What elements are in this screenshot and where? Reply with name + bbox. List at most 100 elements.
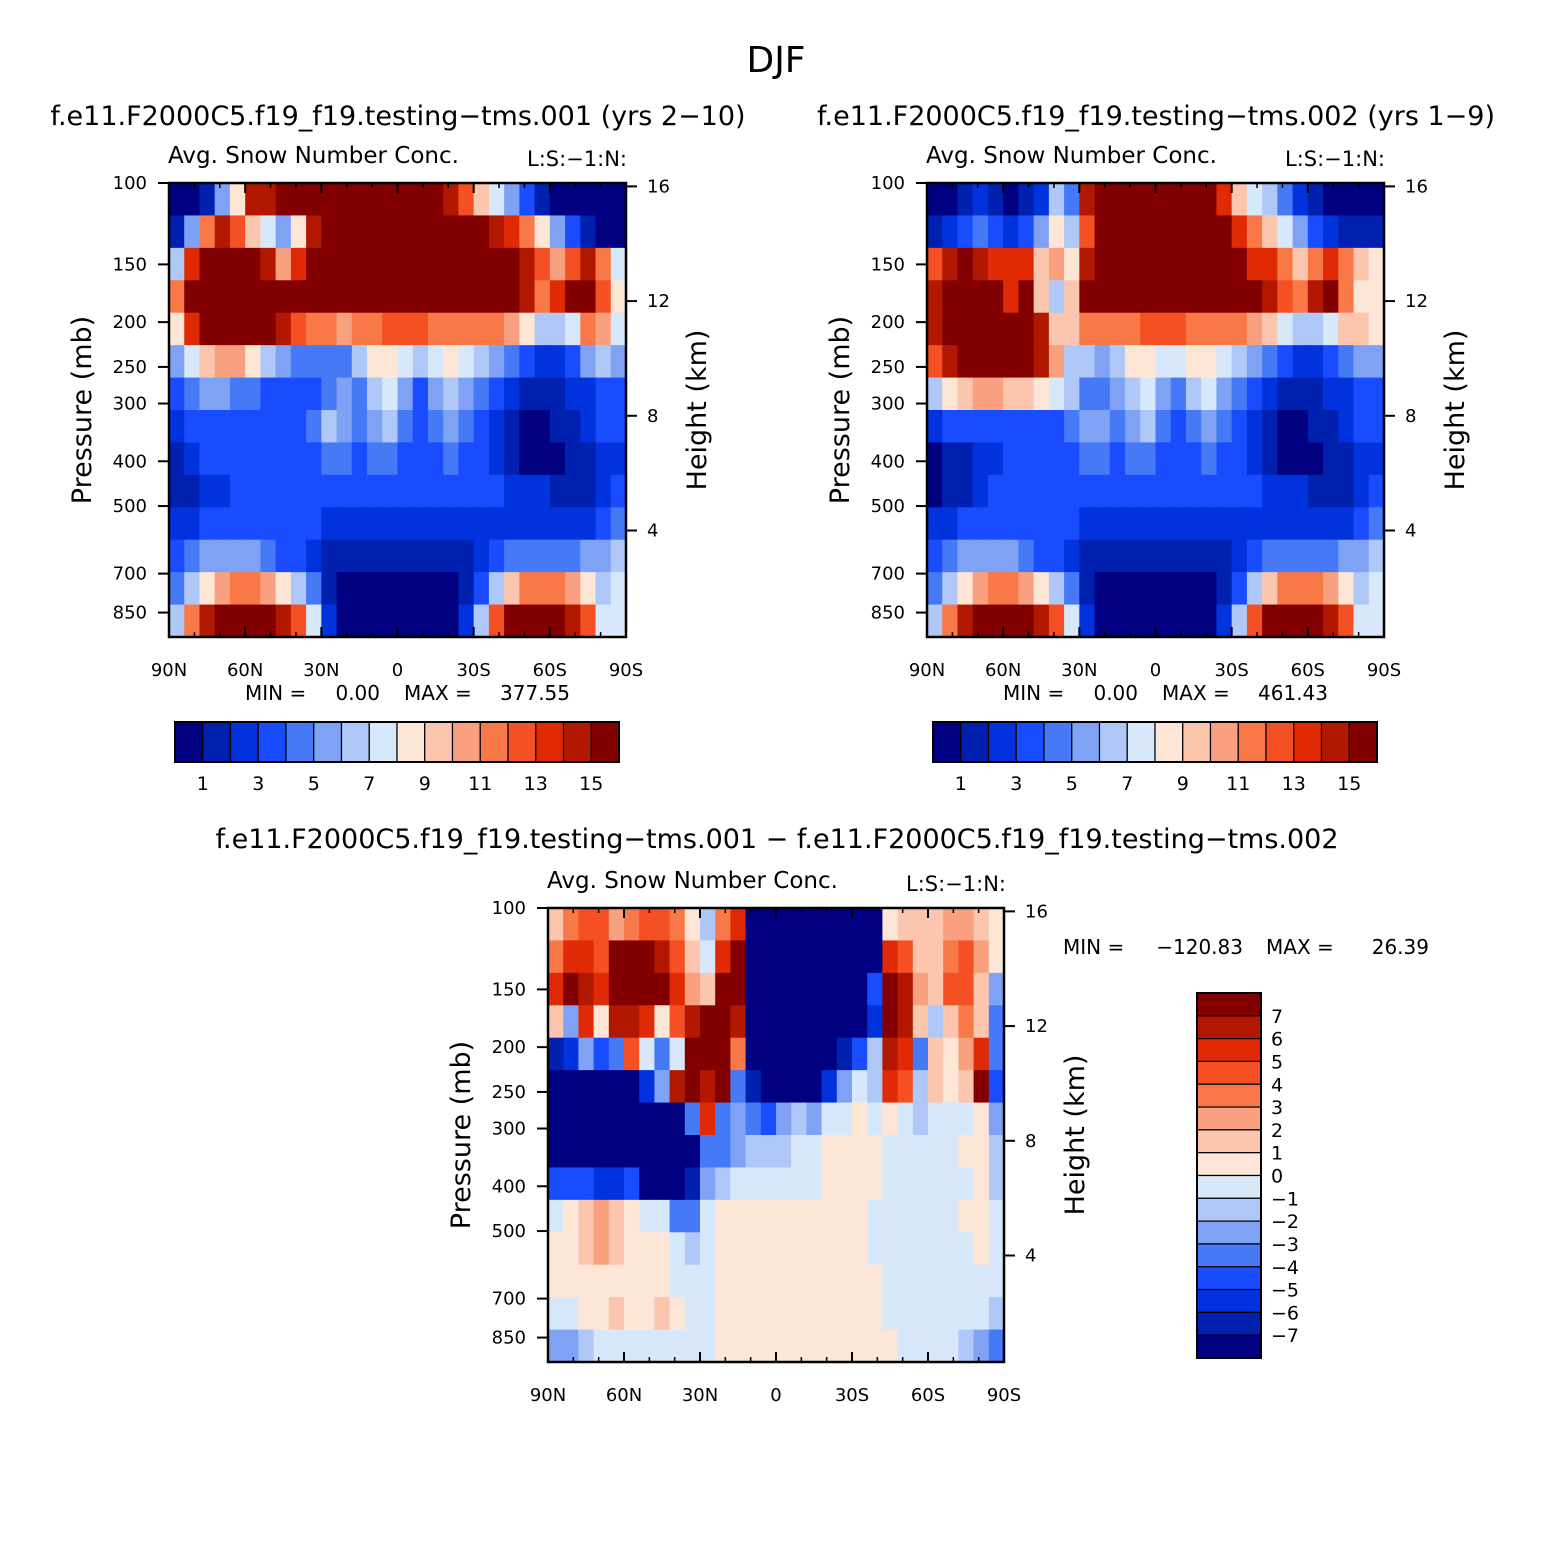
heatmap-cell bbox=[654, 1167, 671, 1201]
x-tick-label: 30N bbox=[1061, 660, 1097, 681]
heatmap-cell bbox=[382, 280, 399, 314]
heatmap-cell bbox=[669, 1297, 686, 1331]
heatmap-cell bbox=[806, 972, 823, 1006]
heatmap-cell bbox=[1216, 410, 1233, 444]
heatmap-cell bbox=[578, 1037, 595, 1071]
heatmap-cell bbox=[1140, 247, 1157, 281]
heatmap-cell bbox=[942, 507, 959, 541]
heatmap-cell bbox=[351, 247, 368, 281]
heatmap-cell bbox=[927, 474, 943, 508]
heatmap-cell bbox=[504, 604, 520, 638]
heatmap-cell bbox=[987, 280, 1004, 314]
heatmap-cell bbox=[504, 572, 520, 606]
heatmap-cell bbox=[1064, 507, 1080, 541]
heatmap-cell bbox=[973, 972, 990, 1006]
heatmap-cell bbox=[928, 1199, 944, 1233]
heatmap-cell bbox=[1125, 604, 1141, 638]
heatmap-cell bbox=[957, 442, 974, 476]
heatmap-cell bbox=[443, 604, 460, 638]
heatmap-cell bbox=[1109, 183, 1126, 217]
heatmap-cell bbox=[412, 377, 429, 411]
heatmap-cell bbox=[700, 908, 716, 942]
heatmap-cell bbox=[943, 908, 959, 942]
heatmap-cell bbox=[867, 1037, 883, 1071]
heatmap-cell bbox=[700, 940, 716, 974]
heatmap-cell bbox=[639, 1037, 655, 1071]
heatmap-cell bbox=[260, 572, 277, 606]
heatmap-cell bbox=[306, 247, 322, 281]
heatmap-cell bbox=[321, 507, 338, 541]
heatmap-cell bbox=[1185, 183, 1202, 217]
heatmap-cell bbox=[882, 972, 899, 1006]
heatmap-cell bbox=[654, 1264, 671, 1298]
heatmap-cell bbox=[199, 539, 216, 573]
heatmap-cell bbox=[1048, 345, 1065, 379]
heatmap-cell bbox=[669, 1167, 686, 1201]
heatmap-cell bbox=[791, 1329, 807, 1363]
heatmap-cell bbox=[654, 1329, 671, 1363]
panel3-case-title: f.e11.F2000C5.f19_f19.testing−tms.001 − … bbox=[215, 824, 1338, 855]
heatmap-cell bbox=[275, 572, 292, 606]
colorbar-swatch bbox=[1043, 721, 1073, 763]
heatmap-cell bbox=[852, 1297, 868, 1331]
colorbar-swatch bbox=[1196, 1197, 1262, 1222]
heatmap-cell bbox=[943, 1167, 959, 1201]
heatmap-cell bbox=[563, 908, 579, 942]
heatmap-cell bbox=[351, 410, 368, 444]
heatmap-cell bbox=[245, 377, 261, 411]
heatmap-cell bbox=[1185, 345, 1202, 379]
heatmap-cell bbox=[760, 1037, 777, 1071]
heatmap-cell bbox=[443, 215, 460, 249]
heatmap-cell bbox=[1109, 280, 1126, 314]
heatmap-cell bbox=[1277, 280, 1294, 314]
heatmap-cell bbox=[1231, 345, 1248, 379]
panel1-colorbar: 1 3 5 7 9 11 13 15 bbox=[174, 721, 620, 795]
colorbar-label: −2 bbox=[1271, 1211, 1299, 1233]
heatmap-cell bbox=[806, 1264, 823, 1298]
heatmap-cell bbox=[1277, 474, 1294, 508]
colorbar-label: 3 bbox=[1010, 773, 1022, 795]
colorbar-swatch bbox=[1071, 721, 1101, 763]
heatmap-cell bbox=[1323, 539, 1339, 573]
heatmap-cell bbox=[669, 972, 686, 1006]
heatmap-cell bbox=[836, 972, 853, 1006]
heatmap-cell bbox=[943, 972, 959, 1006]
heatmap-cell bbox=[927, 410, 943, 444]
heatmap-cell bbox=[260, 280, 277, 314]
heatmap-cell bbox=[957, 183, 974, 217]
heatmap-cell bbox=[1094, 183, 1111, 217]
heatmap-cell bbox=[580, 604, 597, 638]
heatmap-cell bbox=[1307, 183, 1324, 217]
heatmap-cell bbox=[595, 377, 612, 411]
heatmap-cell bbox=[821, 1135, 838, 1169]
heatmap-cell bbox=[229, 410, 246, 444]
heatmap-cell bbox=[1094, 604, 1111, 638]
heatmap-cell bbox=[1140, 410, 1157, 444]
heatmap-cell bbox=[791, 1199, 807, 1233]
heatmap-cell bbox=[229, 377, 246, 411]
heatmap-cell bbox=[988, 1167, 1005, 1201]
panel1-units: L:S:−1:N: bbox=[527, 147, 627, 171]
heatmap-cell bbox=[1003, 410, 1019, 444]
heatmap-cell bbox=[928, 1005, 944, 1039]
heatmap-cell bbox=[1079, 247, 1096, 281]
colorbar-label: 9 bbox=[1177, 773, 1189, 795]
heatmap-cell bbox=[1246, 345, 1263, 379]
heatmap-cell bbox=[382, 215, 399, 249]
heatmap-cell bbox=[684, 972, 701, 1006]
heatmap-cell bbox=[397, 539, 414, 573]
heatmap-cell bbox=[214, 247, 231, 281]
heatmap-cell bbox=[595, 345, 612, 379]
heatmap-cell bbox=[1140, 474, 1157, 508]
heatmap-cell bbox=[1018, 377, 1035, 411]
heatmap-cell bbox=[1307, 345, 1324, 379]
heatmap-cell bbox=[1003, 474, 1019, 508]
heatmap-cell bbox=[578, 1070, 595, 1104]
heatmap-cell bbox=[1216, 183, 1233, 217]
heatmap-cell bbox=[639, 1329, 655, 1363]
heatmap-cell bbox=[1216, 572, 1233, 606]
heatmap-cell bbox=[1033, 377, 1050, 411]
y-tick-label: 250 bbox=[113, 357, 147, 378]
heatmap-cell bbox=[610, 604, 627, 638]
y-tick-label: 400 bbox=[871, 451, 905, 472]
